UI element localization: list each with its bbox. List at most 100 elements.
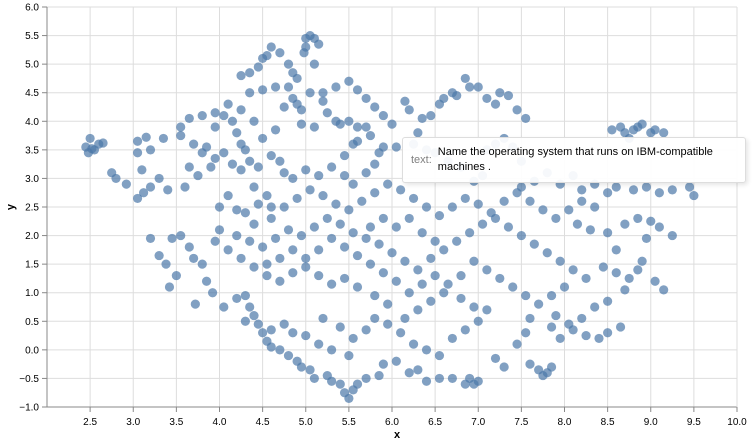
data-point[interactable]	[154, 250, 164, 261]
data-point[interactable]	[434, 373, 445, 384]
data-point[interactable]	[309, 59, 319, 69]
data-point[interactable]	[266, 325, 276, 335]
data-point[interactable]	[283, 225, 294, 235]
data-point[interactable]	[598, 262, 608, 272]
data-point[interactable]	[473, 316, 483, 326]
data-point[interactable]	[590, 202, 600, 212]
data-point[interactable]	[443, 279, 453, 289]
data-point[interactable]	[318, 96, 328, 106]
data-point[interactable]	[637, 256, 647, 266]
data-point[interactable]	[400, 96, 410, 106]
data-point[interactable]	[508, 282, 518, 292]
data-point[interactable]	[383, 179, 393, 189]
data-point[interactable]	[572, 219, 583, 229]
data-point[interactable]	[210, 153, 220, 164]
data-point[interactable]	[249, 262, 259, 272]
data-point[interactable]	[482, 305, 492, 315]
data-point[interactable]	[270, 82, 281, 92]
data-point[interactable]	[292, 356, 302, 366]
data-point[interactable]	[249, 116, 259, 126]
data-point[interactable]	[249, 219, 259, 229]
data-point[interactable]	[253, 62, 263, 72]
data-point[interactable]	[352, 122, 363, 132]
data-point[interactable]	[327, 345, 337, 355]
data-point[interactable]	[469, 302, 479, 312]
data-point[interactable]	[525, 313, 535, 324]
data-point[interactable]	[460, 379, 470, 389]
data-point[interactable]	[193, 170, 203, 181]
data-point[interactable]	[439, 288, 449, 298]
data-point[interactable]	[365, 130, 376, 141]
data-point[interactable]	[176, 122, 186, 132]
data-point[interactable]	[555, 256, 565, 266]
data-point[interactable]	[503, 222, 514, 232]
data-point[interactable]	[477, 219, 488, 229]
data-point[interactable]	[659, 285, 669, 295]
data-point[interactable]	[650, 125, 660, 135]
data-point[interactable]	[577, 313, 587, 324]
data-point[interactable]	[245, 156, 255, 166]
data-point[interactable]	[301, 165, 311, 175]
data-point[interactable]	[650, 276, 660, 286]
data-point[interactable]	[301, 253, 311, 264]
data-point[interactable]	[184, 162, 194, 172]
data-point[interactable]	[132, 193, 143, 204]
data-point[interactable]	[391, 356, 401, 366]
data-point[interactable]	[603, 188, 613, 198]
data-point[interactable]	[309, 373, 319, 384]
data-point[interactable]	[305, 365, 315, 375]
data-point[interactable]	[352, 85, 363, 95]
data-point[interactable]	[499, 196, 509, 206]
data-point[interactable]	[577, 196, 587, 206]
data-point[interactable]	[352, 282, 363, 292]
data-point[interactable]	[378, 359, 388, 369]
data-point[interactable]	[253, 162, 263, 172]
data-point[interactable]	[581, 330, 591, 341]
data-point[interactable]	[352, 136, 363, 146]
data-point[interactable]	[98, 138, 108, 148]
data-point[interactable]	[275, 253, 285, 264]
data-point[interactable]	[167, 233, 177, 244]
data-point[interactable]	[434, 350, 445, 361]
data-point[interactable]	[603, 328, 613, 338]
data-point[interactable]	[534, 299, 544, 309]
data-point[interactable]	[611, 245, 621, 255]
data-point[interactable]	[163, 185, 173, 195]
data-point[interactable]	[145, 145, 156, 155]
data-point[interactable]	[447, 373, 457, 384]
data-point[interactable]	[641, 182, 652, 192]
data-point[interactable]	[465, 228, 475, 238]
data-point[interactable]	[361, 373, 371, 384]
data-point[interactable]	[585, 225, 595, 235]
data-point[interactable]	[331, 199, 341, 209]
data-point[interactable]	[525, 359, 535, 369]
data-point[interactable]	[232, 205, 242, 215]
data-point[interactable]	[240, 208, 250, 218]
data-point[interactable]	[546, 290, 557, 301]
data-point[interactable]	[344, 116, 354, 126]
data-point[interactable]	[227, 116, 238, 126]
data-point[interactable]	[283, 82, 294, 92]
data-point[interactable]	[378, 268, 388, 278]
data-point[interactable]	[564, 205, 574, 215]
data-point[interactable]	[335, 219, 345, 229]
data-point[interactable]	[667, 185, 677, 195]
data-point[interactable]	[404, 368, 414, 378]
data-point[interactable]	[331, 82, 341, 92]
data-point[interactable]	[512, 339, 522, 349]
data-point[interactable]	[223, 190, 233, 201]
data-point[interactable]	[245, 302, 255, 312]
data-point[interactable]	[305, 185, 315, 195]
data-point[interactable]	[240, 290, 250, 301]
data-point[interactable]	[521, 328, 531, 338]
data-point[interactable]	[460, 325, 470, 335]
data-point[interactable]	[361, 233, 371, 244]
data-point[interactable]	[206, 162, 216, 172]
data-point[interactable]	[620, 219, 630, 229]
data-point[interactable]	[637, 119, 647, 129]
data-point[interactable]	[408, 339, 419, 349]
data-point[interactable]	[210, 108, 220, 118]
data-point[interactable]	[176, 130, 186, 141]
data-point[interactable]	[245, 88, 255, 98]
data-point[interactable]	[283, 59, 294, 69]
